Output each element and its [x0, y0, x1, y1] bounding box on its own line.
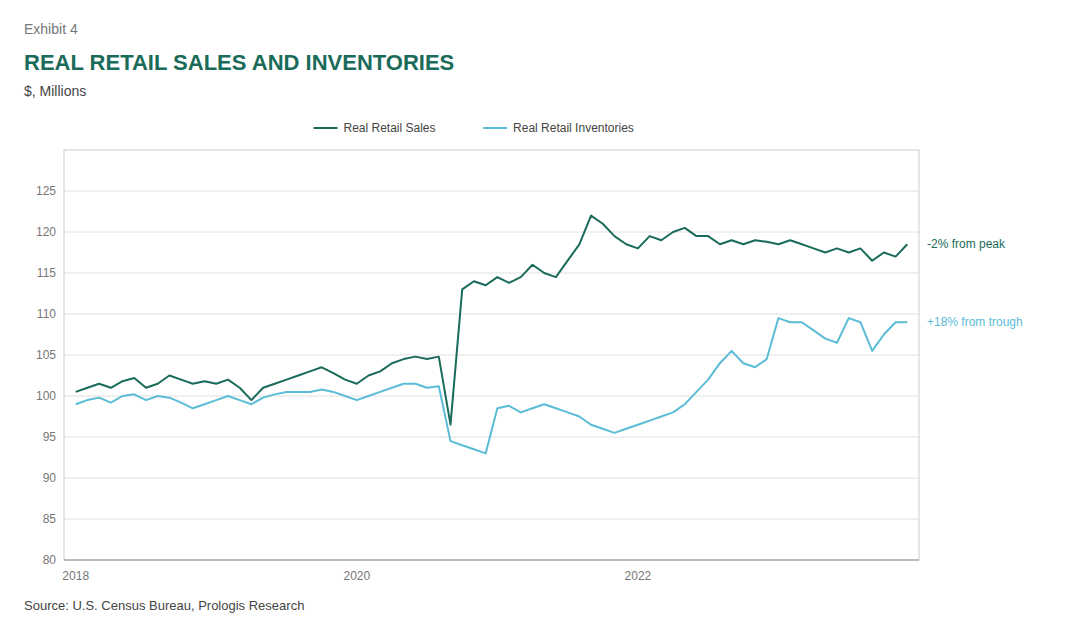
x-axis-line [64, 560, 919, 561]
source: Source: U.S. Census Bureau, Prologis Res… [24, 598, 304, 613]
grid-line [64, 232, 919, 233]
series-line [76, 318, 908, 453]
grid [64, 191, 919, 560]
y-tick-label: 100 [36, 389, 56, 403]
lines [76, 216, 908, 454]
title: REAL RETAIL SALES AND INVENTORIES [24, 50, 454, 75]
grid-line [64, 273, 919, 274]
legend: Real Retail Sales Real Retail Inventories [314, 121, 634, 135]
chart: Exhibit 4 REAL RETAIL SALES AND INVENTORI… [0, 0, 1069, 634]
legend-swatch [314, 127, 338, 129]
plot-frame [64, 150, 919, 560]
y-tick-label: 80 [43, 553, 57, 567]
grid-line [64, 478, 919, 479]
y-tick-label: 105 [36, 348, 56, 362]
subtitle: $, Millions [24, 83, 86, 99]
x-tick-label: 2018 [62, 569, 89, 583]
legend-swatch [483, 127, 507, 129]
y-tick-label: 110 [37, 307, 56, 321]
y-tick-label: 125 [36, 184, 56, 198]
legend-label: Real Retail Sales [344, 121, 436, 135]
x-tick-label: 2020 [343, 569, 370, 583]
grid-line [64, 191, 919, 192]
grid-line [64, 396, 919, 397]
exhibit-label: Exhibit 4 [24, 21, 78, 37]
y-tick-label: 90 [43, 471, 57, 485]
grid-line [64, 355, 919, 356]
y-tick-label: 85 [43, 512, 57, 526]
grid-line [64, 560, 919, 561]
legend-label: Real Retail Inventories [513, 121, 634, 135]
grid-line [64, 437, 919, 438]
y-tick-label: 115 [37, 266, 56, 280]
annotation: -2% from peak [927, 237, 1006, 251]
grid-line [64, 314, 919, 315]
grid-line [64, 519, 919, 520]
y-tick-label: 95 [43, 430, 57, 444]
annotation: +18% from trough [927, 315, 1023, 329]
y-tick-label: 120 [36, 225, 56, 239]
x-tick-label: 2022 [625, 569, 652, 583]
